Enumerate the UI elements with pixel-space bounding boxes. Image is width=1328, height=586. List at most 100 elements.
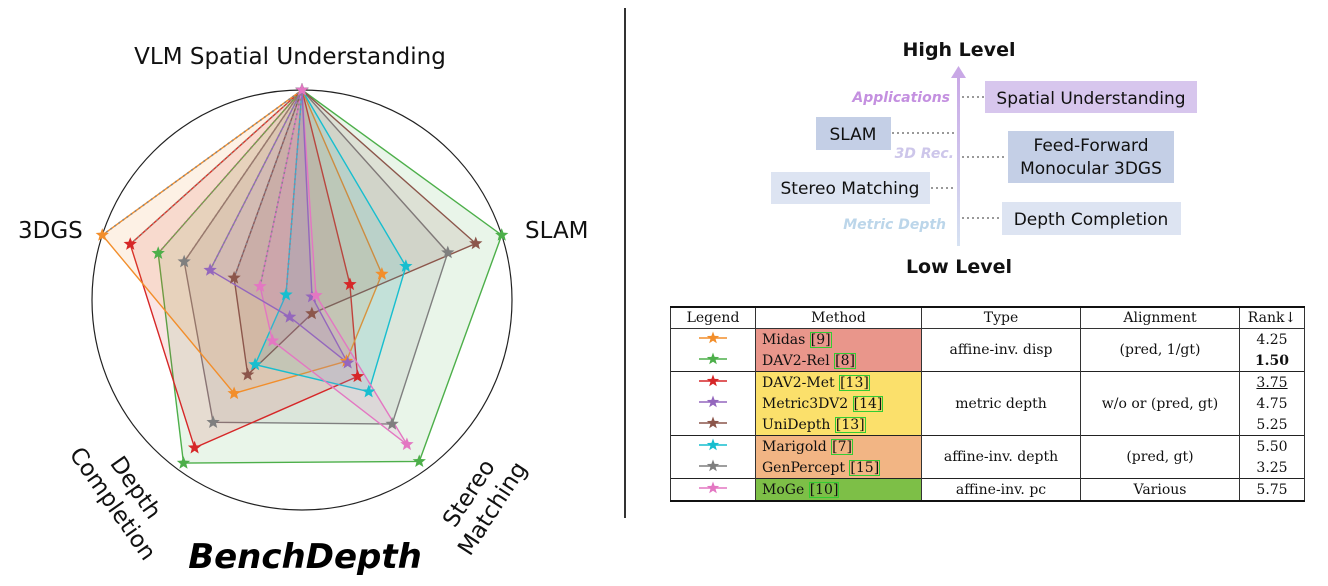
- legend-marker-cell: [670, 328, 756, 350]
- method-name: DAV2-Met: [762, 374, 840, 391]
- radar-closing-edge-moge: [259, 89, 303, 287]
- legend-marker-metric3dv2: [699, 395, 727, 407]
- method-name: GenPercept: [762, 459, 850, 476]
- method-citation-link[interactable]: [13]: [839, 374, 870, 391]
- radar-point-moge-3: [265, 333, 280, 347]
- legend-table-wrap: Legend Method Type Alignment Rank↓ Midas…: [670, 306, 1305, 502]
- radar-point-moge-1: [309, 288, 323, 302]
- box-stereo-matching: [771, 172, 930, 204]
- box-depth-completion: [1002, 202, 1181, 235]
- header-rank: Rank↓: [1239, 306, 1305, 329]
- high-level-label: High Level: [903, 39, 1016, 61]
- radar-point-unidepth-3: [241, 367, 255, 381]
- box-slam-label: SLAM: [830, 125, 877, 145]
- radar-point-moge-2: [400, 437, 414, 451]
- radar-closing-edge-metric3dv2: [209, 89, 303, 271]
- radar-point-marigold-3: [248, 357, 262, 371]
- radar-series-unidepth: [233, 88, 478, 377]
- level-arrow-shaft: [957, 76, 960, 246]
- table-row: Marigold [7] affine-inv. depth (pred, gt) 5…: [670, 435, 1305, 479]
- table-row: DAV2-Rel [8] 1.50: [670, 350, 1305, 372]
- category-3d-rec: 3D Rec.: [895, 146, 954, 162]
- legend-star-unidepth: [706, 416, 720, 428]
- legend-table: Legend Method Type Alignment Rank↓ Midas…: [670, 306, 1305, 502]
- table-header-row: Legend Method Type Alignment Rank↓: [670, 306, 1305, 329]
- method-name: UniDepth: [762, 416, 835, 433]
- radar-point-dav2-met-3: [187, 440, 202, 454]
- legend-marker-moge: [699, 481, 727, 493]
- radar-point-midas-1: [375, 267, 389, 280]
- alignment-cell: (pred, 1/gt): [1080, 328, 1240, 372]
- radar-point-moge-0: [295, 83, 309, 96]
- radar-point-metric3dv2-3: [283, 309, 297, 323]
- type-cell: affine-inv. depth: [921, 435, 1081, 479]
- radar-point-metric3dv2-2: [341, 355, 355, 369]
- rank-cell: 5.75: [1239, 478, 1305, 502]
- radar-point-marigold-1: [399, 259, 413, 272]
- radar-point-dav2-met-1: [343, 277, 357, 291]
- level-diagram: High Level Low Level Applications 3D Rec…: [771, 39, 1197, 278]
- legend-marker-dav2-met: [699, 374, 727, 386]
- legend-marker-cell: [670, 393, 756, 414]
- legend-marker-genpercept: [699, 459, 727, 471]
- radar-point-moge-4: [253, 279, 267, 293]
- method-citation-link[interactable]: [9]: [809, 331, 832, 348]
- box-feed-forward-label-1: Feed-Forward: [1033, 136, 1148, 156]
- method-citation-link[interactable]: [8]: [834, 352, 856, 369]
- radar-point-dav2-rel-2: [412, 454, 426, 468]
- radar-closing-edge-midas: [101, 89, 303, 236]
- method-cell: DAV2-Met [13]: [755, 371, 922, 393]
- radar-series-dav2-met: [129, 88, 359, 449]
- legend-marker-cell: [670, 350, 756, 372]
- level-arrow-head: [951, 66, 966, 78]
- method-cell: Metric3DV2 [14]: [755, 393, 922, 414]
- legend-star-dav2-rel: [706, 352, 720, 364]
- legend-star-dav2-met: [706, 374, 720, 386]
- method-citation-link[interactable]: [10]: [808, 481, 840, 498]
- vertical-divider: [624, 8, 626, 518]
- type-cell: affine-inv. pc: [921, 478, 1081, 502]
- legend-marker-cell: [670, 371, 756, 393]
- table-row: DAV2-Met [13] metric depth w/o or (pred, g…: [670, 371, 1305, 436]
- method-citation-link[interactable]: [13]: [834, 416, 866, 433]
- legend-star-midas: [706, 331, 720, 343]
- table-row: Metric3DV2 [14] 4.75: [670, 393, 1305, 414]
- rank-cell: 5.50: [1239, 435, 1305, 457]
- radar-point-dav2-rel-3: [176, 456, 191, 469]
- radar-point-dav2-met-4: [123, 237, 137, 250]
- method-cell: GenPercept [15]: [755, 457, 922, 479]
- legend-marker-marigold: [699, 438, 727, 450]
- method-name: Midas: [762, 331, 810, 348]
- radar-point-midas-3: [227, 386, 241, 400]
- box-feed-forward-label-2: Monocular 3DGS: [1020, 159, 1162, 179]
- table-row: UniDepth [13] 5.25: [670, 414, 1305, 436]
- method-name: DAV2-Rel: [762, 352, 835, 369]
- method-citation-link[interactable]: [7]: [831, 438, 853, 455]
- legend-star-moge: [706, 481, 720, 493]
- radar-point-unidepth-4: [227, 270, 241, 284]
- radar-point-metric3dv2-4: [203, 263, 217, 276]
- legend-marker-midas: [699, 331, 727, 343]
- legend-marker-dav2-rel: [699, 352, 727, 364]
- radar-series-genpercept: [183, 88, 449, 425]
- method-citation-link[interactable]: [14]: [852, 395, 884, 412]
- alignment-cell: (pred, gt): [1080, 435, 1240, 479]
- radar-point-marigold-4: [279, 287, 293, 301]
- method-name: Marigold: [762, 438, 832, 455]
- rank-cell: 3.25: [1239, 457, 1305, 479]
- method-cell: Marigold [7]: [755, 435, 922, 457]
- box-stereo-matching-label: Stereo Matching: [781, 179, 920, 199]
- radar-point-metric3dv2-1: [305, 289, 319, 303]
- header-type: Type: [921, 306, 1081, 329]
- rank-cell: 5.25: [1239, 414, 1305, 436]
- box-slam: [816, 117, 891, 150]
- method-citation-link[interactable]: [15]: [849, 459, 881, 476]
- radar-point-unidepth-1: [469, 236, 483, 250]
- axis-label-3dgs: 3DGS: [18, 218, 83, 244]
- table-row: Midas [9] affine-inv. disp (pred, 1/gt) 4.2…: [670, 328, 1305, 372]
- legend-star-metric3dv2: [706, 395, 720, 407]
- alignment-cell: Various: [1080, 478, 1240, 502]
- type-cell: metric depth: [921, 371, 1081, 436]
- rank-cell: 3.75: [1239, 371, 1305, 393]
- method-name: MoGe: [762, 481, 809, 498]
